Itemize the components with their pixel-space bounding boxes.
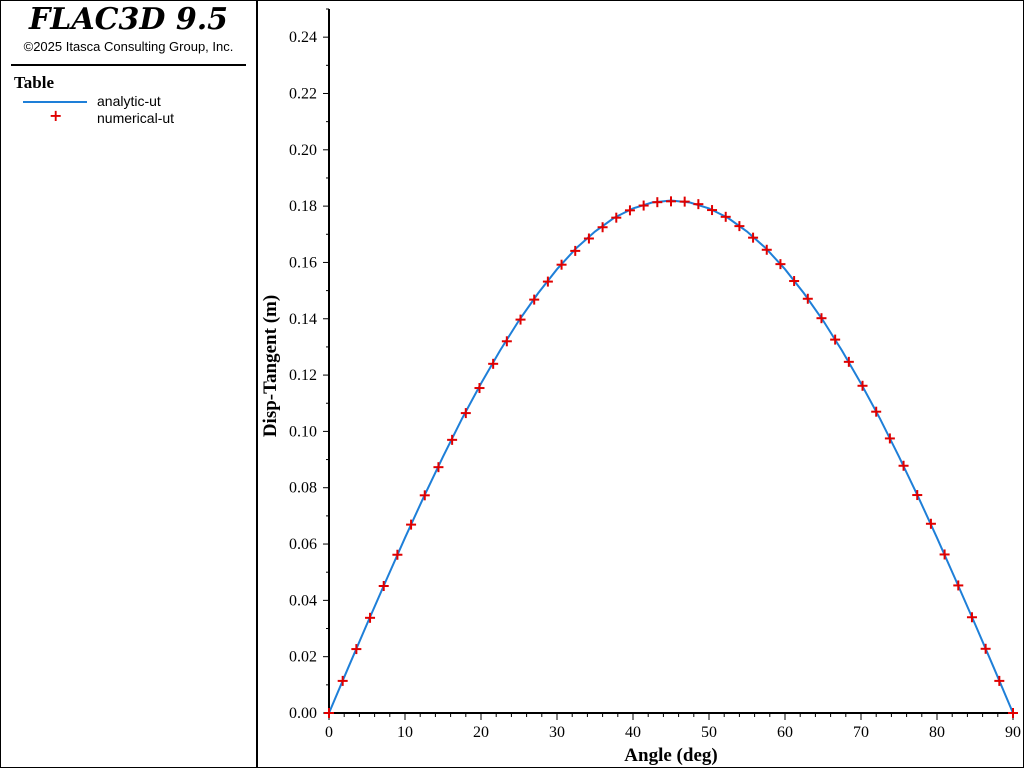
- y-tick-label: 0.00: [289, 705, 317, 722]
- numerical-ut-point: [816, 313, 827, 324]
- plus-marker-icon: +: [49, 106, 63, 125]
- x-tick-label: 30: [549, 724, 565, 741]
- numerical-ut-point: [734, 221, 745, 232]
- numerical-ut-point: [406, 519, 417, 530]
- numerical-ut-point: [583, 233, 594, 244]
- app-title: FLAC3D 9.5: [28, 2, 229, 37]
- y-tick-label: 0.10: [289, 423, 317, 440]
- numerical-ut-point: [488, 358, 499, 369]
- numerical-ut-point: [748, 232, 759, 243]
- x-tick-label: 80: [929, 724, 945, 741]
- numerical-ut-point: [912, 490, 923, 501]
- numerical-ut-point: [966, 612, 977, 623]
- y-tick-label: 0.12: [289, 367, 317, 384]
- x-tick-label: 10: [397, 724, 413, 741]
- numerical-ut-point: [830, 334, 841, 345]
- numerical-ut-point: [720, 211, 731, 222]
- x-tick-label: 70: [853, 724, 869, 741]
- numerical-ut-point: [789, 276, 800, 287]
- x-tick-label: 0: [325, 724, 333, 741]
- numerical-ut-point: [433, 462, 444, 473]
- numerical-ut-point: [474, 383, 485, 394]
- numerical-ut-point: [679, 196, 690, 207]
- numerical-ut-point: [460, 408, 471, 419]
- numerical-ut-point: [652, 197, 663, 208]
- numerical-ut-point: [980, 643, 991, 654]
- numerical-ut-point: [542, 276, 553, 287]
- numerical-ut-point: [570, 245, 581, 256]
- numerical-ut-point: [693, 199, 704, 210]
- analytic-ut-line: [328, 199, 1014, 714]
- numerical-ut-point: [351, 644, 362, 655]
- legend-panel: FLAC3D 9.5 ©2025 Itasca Consulting Group…: [1, 1, 258, 767]
- numerical-ut-point: [515, 314, 526, 325]
- numerical-ut-point: [953, 580, 964, 591]
- title-divider: [11, 64, 246, 66]
- numerical-ut-point: [597, 222, 608, 233]
- numerical-ut-point: [1008, 708, 1018, 718]
- legend-heading: Table: [14, 73, 55, 92]
- y-tick-label: 0.22: [289, 85, 317, 102]
- numerical-ut-point: [624, 205, 635, 216]
- numerical-ut-point: [802, 293, 813, 304]
- chart-plot: 0.00 0.02 0.04 0.06 0.08 0.10 0.12 0.14 0.16 0.18…: [260, 8, 1021, 766]
- legend-label-analytic: analytic-ut: [97, 93, 161, 109]
- numerical-ut-point: [392, 549, 403, 560]
- x-tick-label: 40: [625, 724, 641, 741]
- x-axis-title: Angle (deg): [624, 745, 717, 766]
- numerical-ut-point: [925, 518, 936, 529]
- y-tick-label: 0.18: [289, 198, 317, 215]
- y-tick-label: 0.20: [289, 142, 317, 159]
- y-tick-label: 0.16: [289, 254, 317, 271]
- numerical-ut-point: [761, 244, 772, 255]
- legend-label-numerical: numerical-ut: [97, 110, 175, 126]
- numerical-ut-point: [529, 294, 540, 305]
- numerical-series: [324, 196, 1018, 718]
- x-tick-label: 20: [473, 724, 489, 741]
- numerical-ut-point: [365, 612, 376, 623]
- numerical-ut-point: [611, 212, 622, 223]
- x-tick-label: 60: [777, 724, 793, 741]
- x-tick-label: 90: [1005, 724, 1021, 741]
- numerical-ut-point: [884, 433, 895, 444]
- numerical-ut-point: [707, 205, 718, 216]
- y-tick-label: 0.06: [289, 536, 317, 553]
- numerical-ut-point: [994, 675, 1005, 686]
- numerical-ut-point: [378, 580, 389, 591]
- y-tick-label: 0.02: [289, 649, 317, 666]
- numerical-ut-point: [447, 434, 458, 445]
- numerical-ut-point: [556, 259, 567, 270]
- numerical-ut-point: [857, 380, 868, 391]
- numerical-ut-point: [337, 675, 348, 686]
- y-axis-title: Disp-Tangent (m): [260, 295, 281, 437]
- y-tick-label: 0.08: [289, 480, 317, 497]
- analytic-series: [328, 199, 1014, 714]
- numerical-ut-point: [871, 406, 882, 417]
- numerical-ut-point: [501, 336, 512, 347]
- chart-axes: 0.00 0.02 0.04 0.06 0.08 0.10 0.12 0.14 0.16 0.18…: [289, 8, 1021, 741]
- y-tick-label: 0.24: [289, 29, 317, 46]
- numerical-ut-point: [324, 708, 334, 718]
- numerical-ut-point: [775, 259, 786, 270]
- y-tick-label: 0.14: [289, 311, 317, 328]
- x-tick-label: 50: [701, 724, 717, 741]
- legend-line-swatch: [23, 101, 87, 103]
- y-tick-label: 0.04: [289, 592, 317, 609]
- numerical-ut-point: [939, 549, 950, 560]
- numerical-ut-point: [638, 200, 649, 211]
- numerical-ut-point: [419, 490, 430, 501]
- copyright-notice: ©2025 Itasca Consulting Group, Inc.: [23, 39, 234, 54]
- numerical-ut-point: [843, 356, 854, 367]
- numerical-ut-point: [666, 196, 676, 207]
- numerical-ut-point: [898, 460, 909, 471]
